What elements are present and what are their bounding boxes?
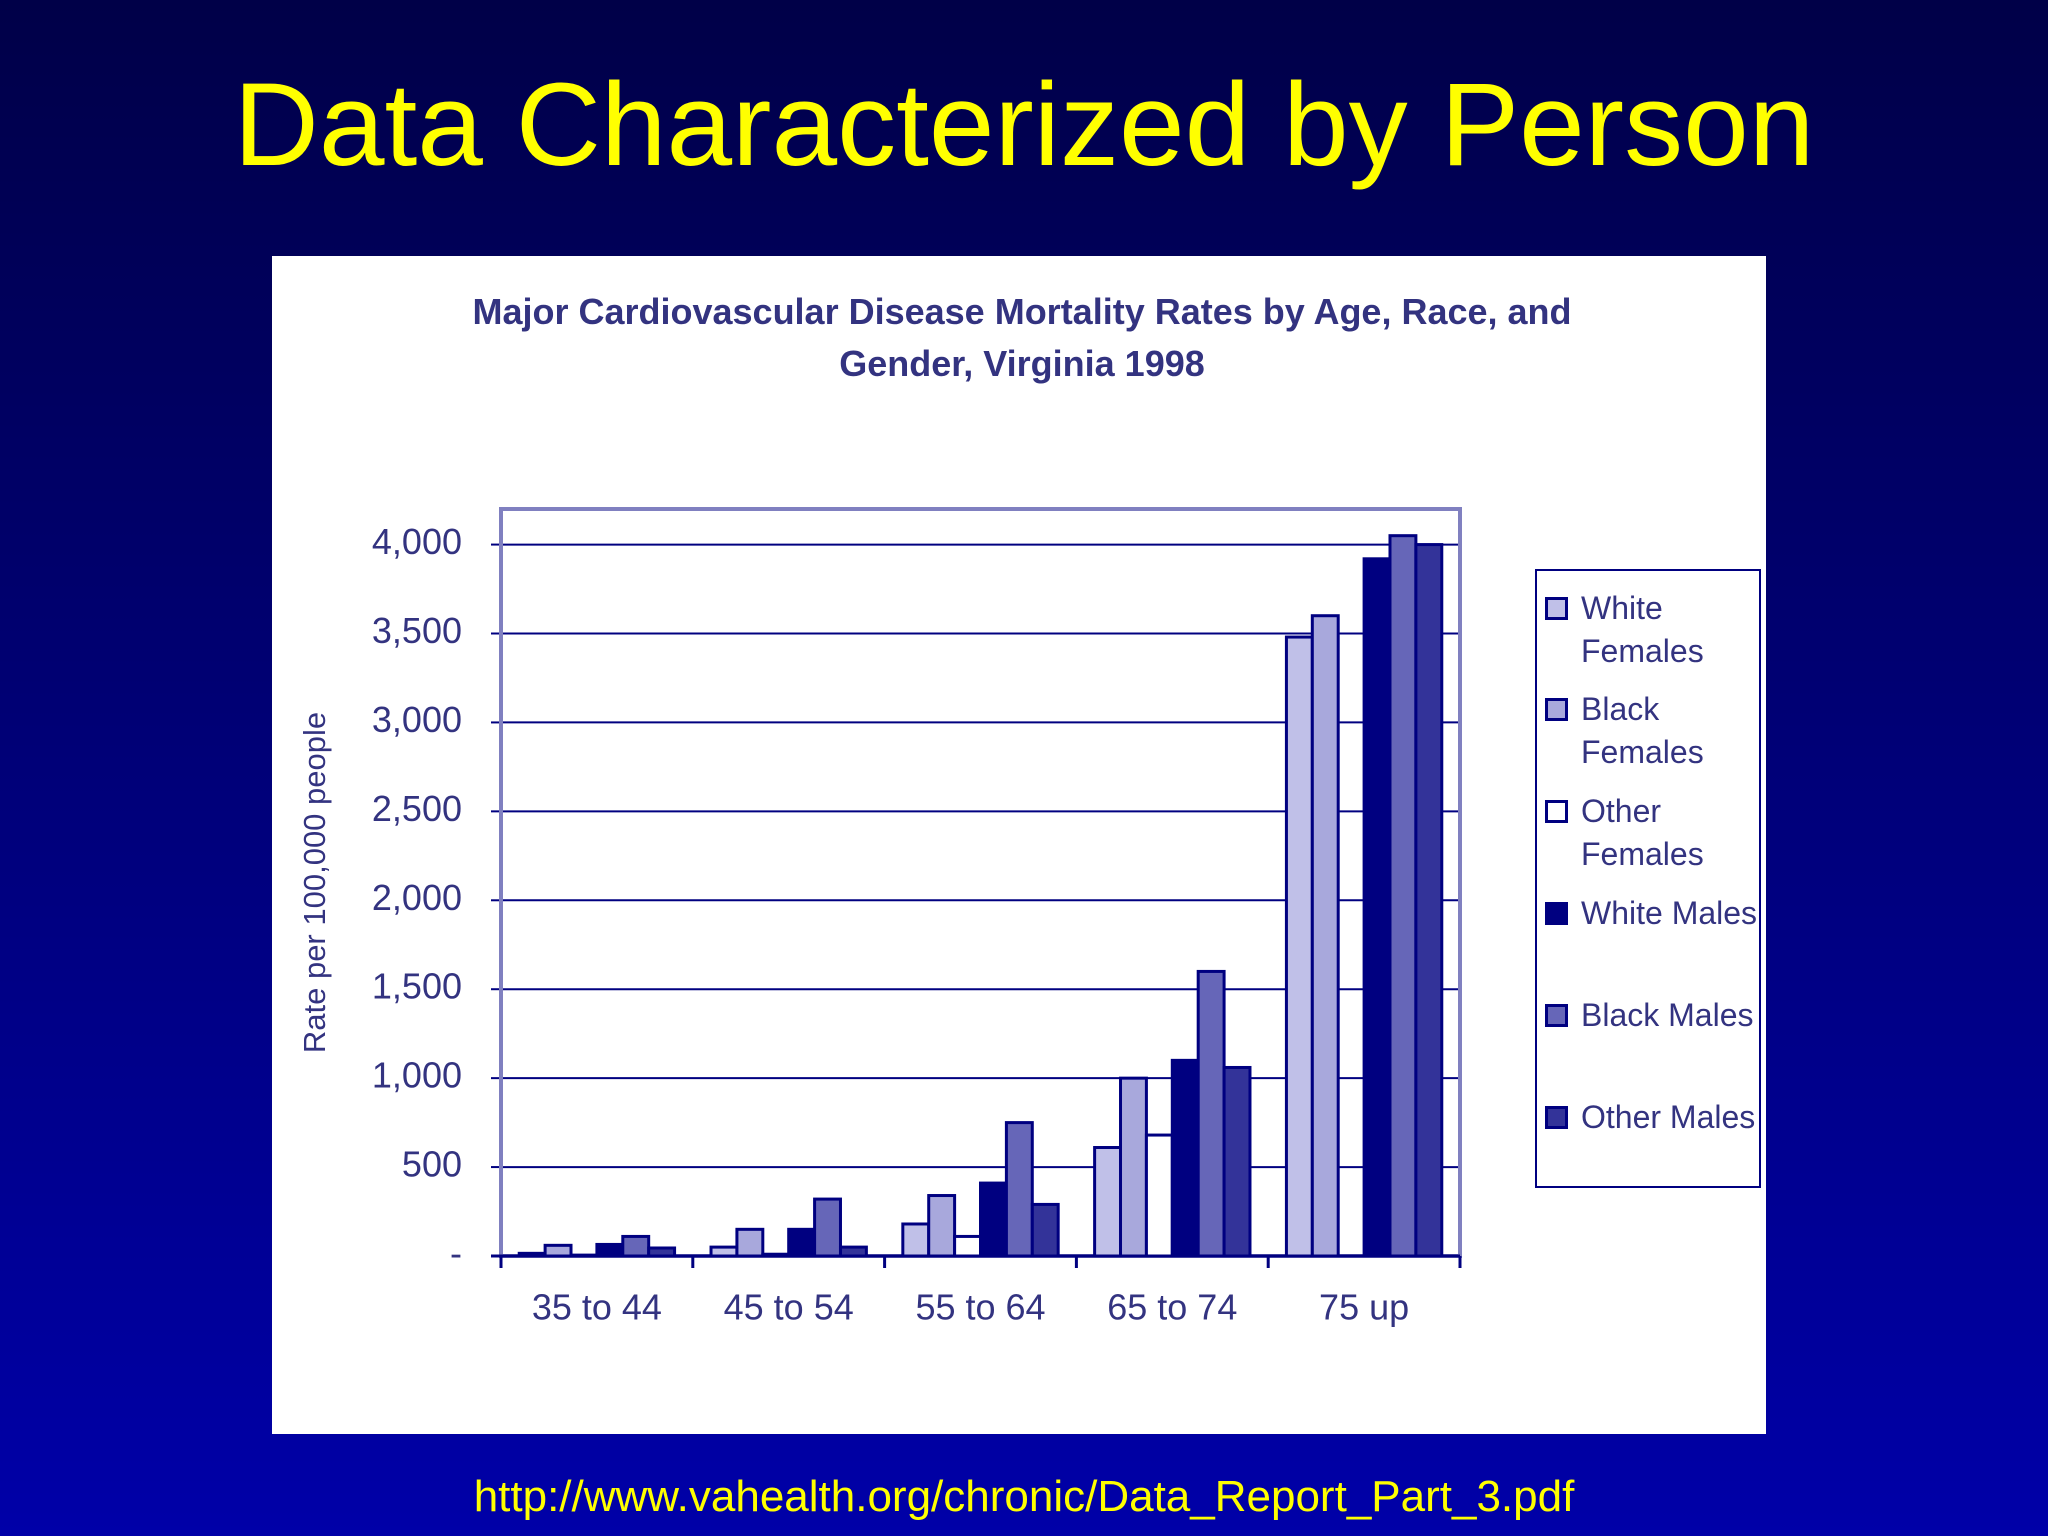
legend-label: Other Males [1581, 1099, 1756, 1135]
legend-swatch [1545, 902, 1568, 925]
y-axis-label: Rate per 100,000 people [297, 712, 332, 1053]
bar [621, 1234, 651, 1258]
bar [1119, 1076, 1148, 1258]
y-tick-label: 3,000 [372, 699, 462, 740]
legend-entry: White Females [1545, 587, 1760, 673]
bar [813, 1197, 842, 1258]
bar [787, 1227, 817, 1258]
bar [1170, 1058, 1200, 1258]
footer-url: http://www.vahealth.org/chronic/Data_Rep… [473, 1472, 1575, 1521]
chart-panel: - 500 1,000 1,500 2,000 2,500 3,000 3,500 4,000 R… [272, 256, 1766, 1434]
legend: White Females Black Females Other Females W… [1535, 569, 1761, 1188]
legend-swatch [1545, 1106, 1568, 1129]
x-tick-label: 45 to 54 [724, 1287, 854, 1328]
x-tick-label: 35 to 44 [532, 1287, 662, 1328]
slide-title: Data Characterized by Person [233, 59, 1815, 191]
bar [1222, 1065, 1252, 1258]
legend-swatch [1545, 1004, 1568, 1027]
legend-entry: Other Males [1545, 1096, 1760, 1139]
y-tick-label: 1,500 [372, 966, 462, 1007]
bar [1004, 1121, 1034, 1258]
bar [901, 1222, 931, 1258]
bar [735, 1227, 765, 1258]
bar [1144, 1133, 1174, 1258]
legend-swatch [1545, 698, 1568, 721]
legend-label: White Males [1581, 895, 1758, 931]
bar [1030, 1202, 1060, 1258]
legend-label: Other Females [1581, 793, 1704, 872]
bar [1093, 1146, 1123, 1258]
legend-entry: White Males [1545, 892, 1760, 935]
x-tick-label: 75 up [1319, 1287, 1409, 1328]
y-tick-label: 500 [402, 1144, 462, 1185]
y-tick-label: 2,000 [372, 877, 462, 918]
y-tick-label: - [450, 1233, 462, 1274]
x-tick-label: 65 to 74 [1107, 1287, 1237, 1328]
bar [953, 1234, 982, 1258]
bar [1362, 557, 1392, 1258]
legend-entry: Black Males [1545, 994, 1760, 1037]
legend-label: Black Females [1581, 691, 1704, 770]
bar [1196, 969, 1226, 1258]
bar [595, 1242, 625, 1258]
chart-title: Major Cardiovascular Disease Mortality R… [472, 291, 1572, 384]
y-tick-label: 2,500 [372, 788, 462, 829]
legend-label: White Females [1581, 590, 1704, 669]
legend-entry: Black Females [1545, 688, 1760, 774]
bar [1284, 635, 1314, 1258]
chart: - 500 1,000 1,500 2,000 2,500 3,000 3,500 4,000 R… [297, 507, 1462, 1328]
legend-swatch [1545, 800, 1568, 823]
bar [927, 1194, 957, 1258]
bar [1310, 614, 1340, 1258]
x-tick-label: 55 to 64 [915, 1287, 1045, 1328]
bar [1388, 534, 1418, 1258]
bar [979, 1181, 1008, 1258]
legend-entry: Other Females [1545, 790, 1760, 876]
y-tick-label: 1,000 [372, 1055, 462, 1096]
bar [543, 1243, 573, 1258]
legend-swatch [1545, 597, 1568, 620]
legend-label: Black Males [1581, 997, 1754, 1033]
y-tick-label: 4,000 [372, 521, 462, 562]
y-tick-label: 3,500 [372, 610, 462, 651]
bar [1414, 543, 1444, 1258]
